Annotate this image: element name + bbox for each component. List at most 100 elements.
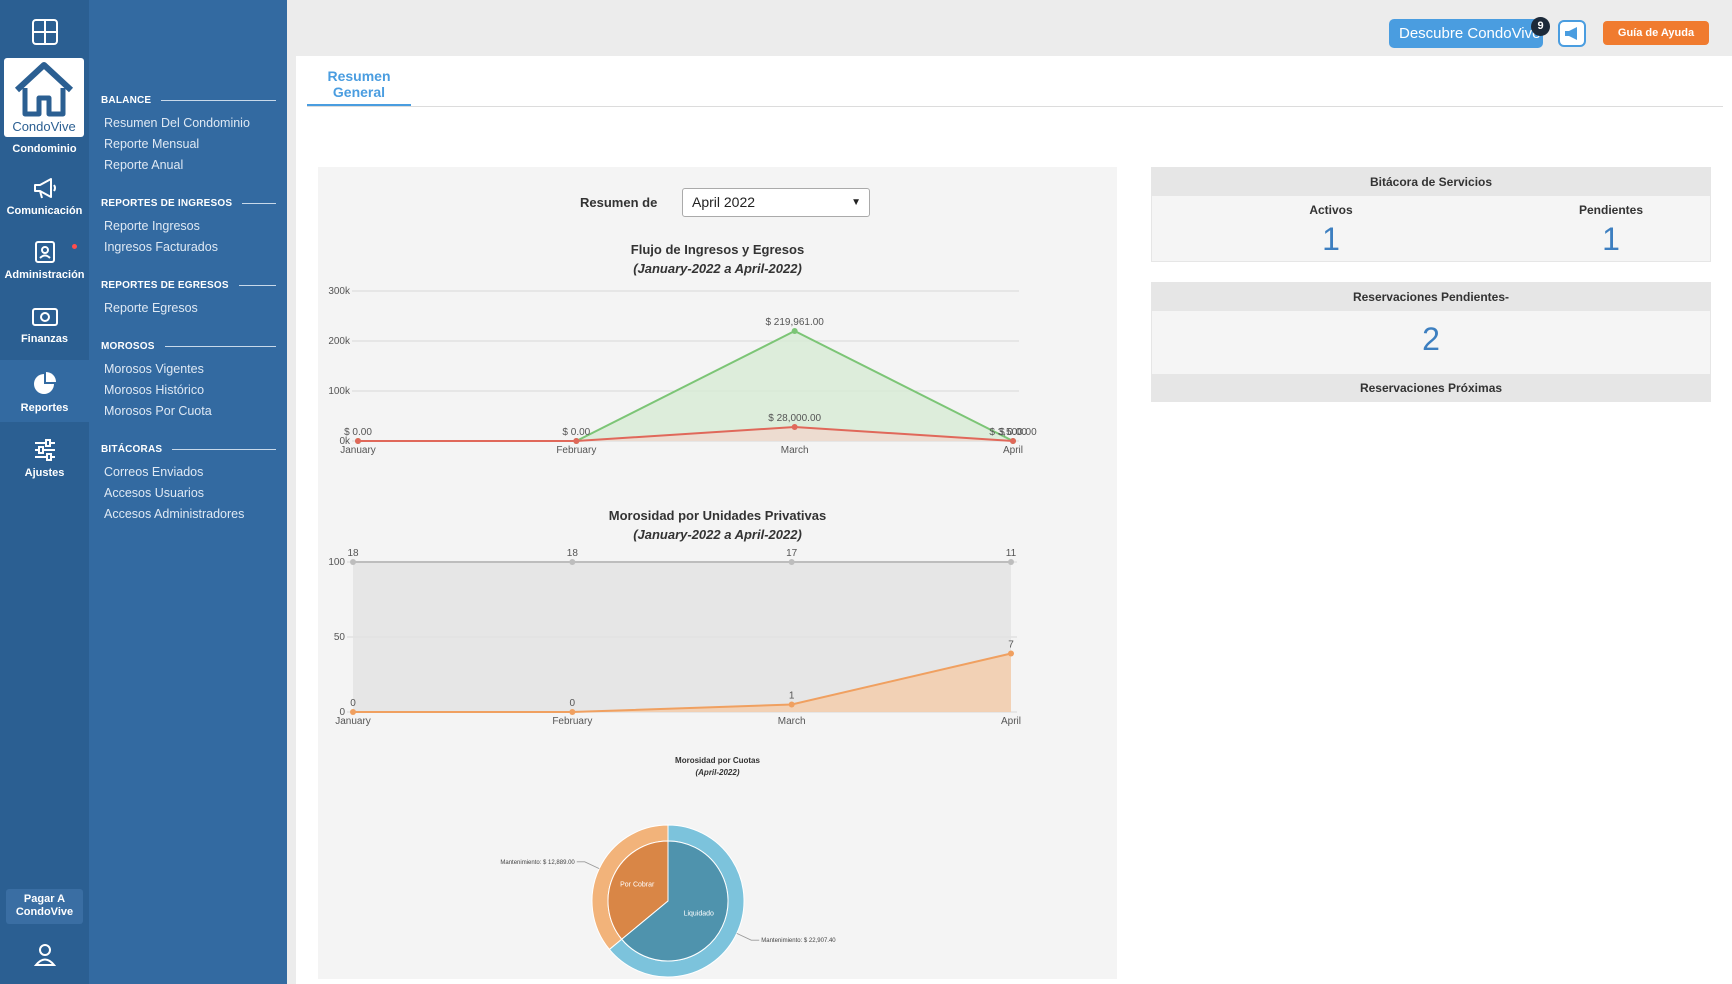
- series-line: [353, 652, 1012, 713]
- menu-link-correos-enviados[interactable]: Correos Enviados: [104, 465, 204, 479]
- data-label: 17: [786, 548, 798, 559]
- data-point: [791, 328, 798, 335]
- rail-item-finanzas[interactable]: Finanzas: [0, 306, 89, 345]
- menu-link-resumen-condominio[interactable]: Resumen Del Condominio: [104, 116, 250, 130]
- services-active[interactable]: Activos 1: [1231, 203, 1431, 258]
- icon-rail: CondoVive Condominio Comunicación Admini…: [0, 0, 89, 984]
- data-label: 1: [789, 691, 795, 702]
- data-label: $ 0.00: [562, 427, 590, 438]
- month-select[interactable]: April 2022 ▼: [682, 188, 870, 217]
- data-label: 0: [570, 698, 576, 709]
- data-label: $ 28,000.00: [768, 413, 821, 424]
- rail-item-label: Reportes: [20, 402, 69, 414]
- data-label: $ 0.00: [999, 427, 1027, 438]
- pay-condovive-button[interactable]: Pagar A CondoVive: [6, 889, 83, 924]
- reservations-card: Reservaciones Pendientes- 2 Reservacione…: [1151, 282, 1711, 402]
- data-point: [1008, 650, 1014, 657]
- data-point: [569, 709, 576, 715]
- menu-link-morosos-por-cuota[interactable]: Morosos Por Cuota: [104, 404, 212, 418]
- y-tick-label: 100k: [328, 386, 351, 397]
- rail-item-label: Administración: [4, 269, 85, 281]
- x-tick-label: April: [1003, 445, 1023, 456]
- menu-link-reporte-anual[interactable]: Reporte Anual: [104, 158, 184, 172]
- discover-condovive-button[interactable]: Descubre CondoVive: [1389, 19, 1543, 48]
- delinquency-fees-pie: Por Cobrar Liquidado Mantenimiento: $ 12,8…: [500, 824, 836, 978]
- menu-link-morosos-vigentes[interactable]: Morosos Vigentes: [104, 362, 204, 376]
- contact-card-icon: [34, 241, 55, 263]
- user-profile-icon[interactable]: [0, 942, 89, 966]
- pie-inner-label: Liquidado: [684, 910, 714, 917]
- rail-item-administracion[interactable]: Administración: [0, 240, 89, 281]
- chart3-subtitle: (April-2022): [695, 768, 740, 777]
- pending-reservations-count[interactable]: 2: [1422, 321, 1440, 357]
- rail-item-condominio[interactable]: Condominio: [0, 143, 89, 155]
- chart3-title: Morosidad por Cuotas: [675, 756, 760, 765]
- services-pending[interactable]: Pendientes 1: [1511, 203, 1711, 258]
- chart2-title: Morosidad por Unidades Privativas: [608, 508, 827, 523]
- money-icon: [31, 308, 58, 326]
- rail-item-label: Comunicación: [6, 205, 83, 217]
- data-point: [788, 701, 795, 708]
- y-tick-label: 200k: [328, 336, 351, 347]
- data-point: [573, 438, 580, 444]
- tab-resumen-general[interactable]: Resumen General: [327, 68, 391, 100]
- menu-link-reporte-egresos[interactable]: Reporte Egresos: [104, 301, 198, 315]
- rail-item-reportes[interactable]: Reportes: [0, 360, 89, 422]
- chevron-down-icon: ▼: [851, 197, 861, 208]
- data-label: $ 0.00: [344, 427, 372, 438]
- x-tick-label: April: [1001, 716, 1021, 727]
- data-point: [788, 559, 795, 565]
- summary-label: Resumen de: [580, 195, 658, 210]
- services-log-title: Bitácora de Servicios: [1152, 168, 1710, 196]
- menu-section-egresos: REPORTES DE EGRESOS Reporte Egresos: [101, 280, 276, 319]
- menu-link-accesos-usuarios[interactable]: Accesos Usuarios: [104, 486, 205, 500]
- menu-section-title: BALANCE: [101, 95, 276, 106]
- data-label: $ 219,961.00: [765, 317, 824, 328]
- condominio-home-card[interactable]: CondoVive: [4, 58, 84, 137]
- x-tick-label: January: [340, 445, 376, 456]
- x-tick-label: March: [781, 445, 809, 456]
- pie-leader-line: [576, 861, 600, 870]
- charts-panel: Resumen de April 2022 ▼ Flujo de Ingreso…: [318, 167, 1117, 979]
- menu-link-morosos-historico[interactable]: Morosos Histórico: [104, 383, 205, 397]
- menu-link-reporte-ingresos[interactable]: Reporte Ingresos: [104, 219, 200, 233]
- y-tick-label: 0: [339, 707, 345, 718]
- x-tick-label: January: [335, 716, 371, 727]
- help-guide-button[interactable]: Guía de Ayuda: [1603, 21, 1709, 45]
- data-point: [355, 438, 361, 444]
- notification-dot: [72, 244, 77, 249]
- active-tab-indicator: [307, 104, 411, 107]
- rail-item-label: Condominio: [12, 143, 77, 155]
- reports-menu: BALANCE Resumen Del Condominio Reporte M…: [89, 0, 287, 984]
- pie-outer-label: Mantenimiento: $ 22,907.40: [761, 938, 836, 944]
- rail-item-label: Finanzas: [20, 333, 69, 345]
- sliders-icon: [34, 439, 55, 461]
- menu-section-title: MOROSOS: [101, 341, 276, 352]
- series-line: [358, 425, 1014, 442]
- data-label: $ 3,500.00: [989, 427, 1037, 438]
- y-tick-label: 300k: [328, 286, 351, 297]
- chart1-title: Flujo de Ingresos y Egresos: [630, 242, 805, 257]
- menu-section-morosos: MOROSOS Morosos Vigentes Morosos Históri…: [101, 341, 276, 422]
- rail-item-ajustes[interactable]: Ajustes: [0, 438, 89, 479]
- x-tick-label: February: [552, 716, 592, 727]
- x-tick-label: February: [556, 445, 596, 456]
- notification-badge: 9: [1531, 17, 1550, 36]
- apps-grid-icon[interactable]: [0, 18, 89, 46]
- y-tick-label: 100: [328, 557, 345, 568]
- series-area: [353, 653, 1011, 712]
- menu-section-ingresos: REPORTES DE INGRESOS Reporte Ingresos In…: [101, 198, 276, 258]
- menu-link-accesos-administradores[interactable]: Accesos Administradores: [104, 507, 245, 521]
- active-label: Activos: [1309, 203, 1353, 217]
- chart1-subtitle: (January-2022 a April-2022): [633, 261, 802, 276]
- menu-link-reporte-mensual[interactable]: Reporte Mensual: [104, 137, 200, 151]
- data-point: [1008, 559, 1014, 565]
- announcements-button[interactable]: [1558, 20, 1586, 47]
- menu-section-bitacoras: BITÁCORAS Correos Enviados Accesos Usuar…: [101, 444, 276, 525]
- rail-item-comunicacion[interactable]: Comunicación: [0, 176, 89, 217]
- x-tick-label: March: [778, 716, 806, 727]
- main-content: Resumen General Resumen de April 2022 ▼ …: [296, 56, 1732, 984]
- menu-link-ingresos-facturados[interactable]: Ingresos Facturados: [104, 240, 218, 254]
- data-label: 18: [347, 548, 359, 559]
